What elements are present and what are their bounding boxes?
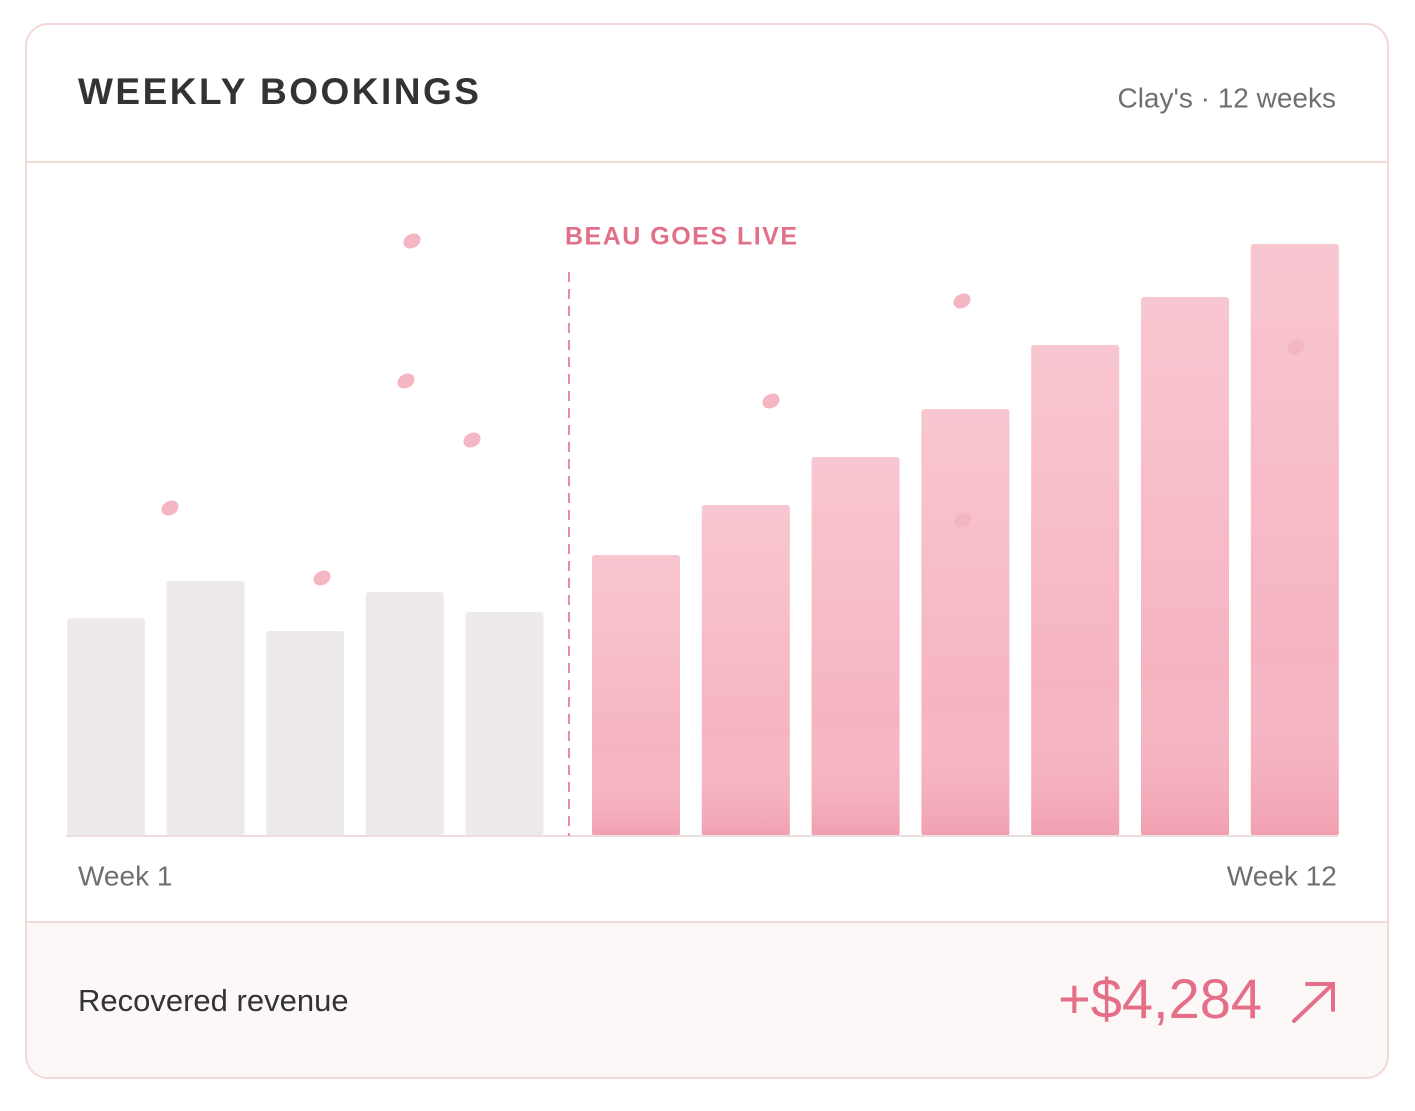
bar-sheen — [811, 457, 900, 836]
petal — [463, 432, 481, 448]
petal — [403, 233, 421, 249]
bar-sheen — [1141, 297, 1229, 836]
bar — [266, 631, 345, 836]
petal — [953, 293, 971, 309]
bar-sheen — [1031, 345, 1120, 836]
petal — [397, 373, 415, 389]
bar-sheen — [1250, 244, 1339, 836]
bar — [67, 618, 145, 836]
bar — [166, 581, 245, 836]
footer-bg — [27, 922, 1387, 1077]
petal — [762, 393, 780, 409]
bar-sheen — [701, 505, 790, 836]
chart-title: WEEKLY BOOKINGS — [78, 71, 481, 112]
bar — [365, 592, 444, 836]
chart-subtitle: Clay's · 12 weeks — [1117, 82, 1336, 113]
petal — [161, 500, 179, 516]
trend-arrow — [1292, 982, 1335, 1023]
bar-sheen — [921, 409, 1010, 836]
x-tick-label: Week 12 — [1227, 860, 1337, 891]
petal — [954, 512, 972, 528]
petal — [1287, 339, 1305, 355]
footer-value: +$4,284 — [1058, 967, 1262, 1030]
petal — [313, 570, 331, 586]
bar — [465, 612, 544, 836]
x-tick-label: Week 1 — [78, 860, 172, 891]
annotation: BEAU GOES LIVE — [565, 223, 799, 251]
bar-sheen — [592, 555, 680, 836]
footer-label: Recovered revenue — [78, 983, 349, 1018]
